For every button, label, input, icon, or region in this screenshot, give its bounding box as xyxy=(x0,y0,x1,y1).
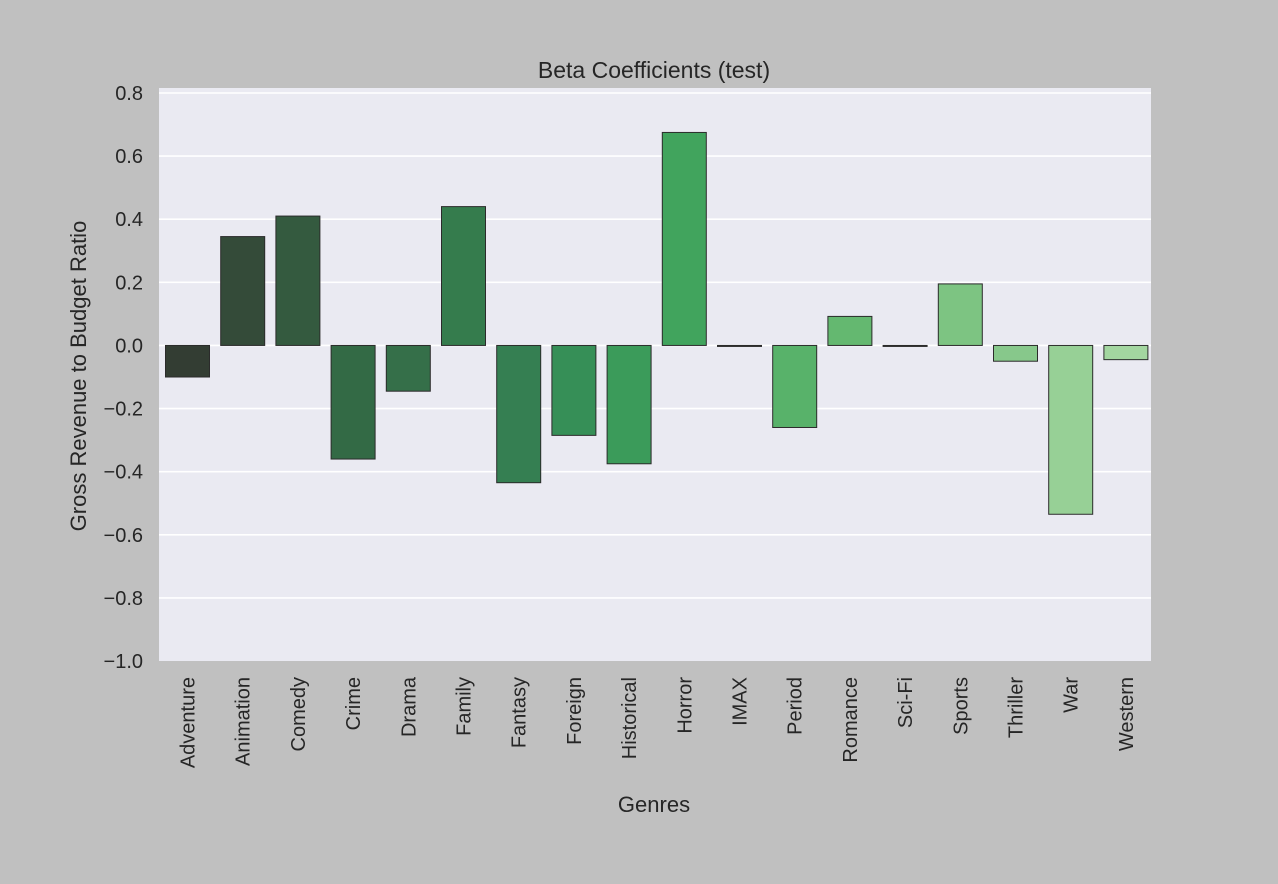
bar-imax xyxy=(717,344,762,347)
x-tick-label: Crime xyxy=(343,677,365,730)
bar-drama xyxy=(385,344,431,392)
x-tick-label: Period xyxy=(785,677,807,735)
gridlines xyxy=(159,92,1151,599)
bar-romance xyxy=(827,315,873,346)
x-tick-label: Animation xyxy=(233,677,255,766)
x-tick-label: Thriller xyxy=(1006,677,1028,738)
bar-sports xyxy=(937,283,983,346)
x-tick-label: Romance xyxy=(840,677,862,763)
bar-family xyxy=(441,206,486,346)
x-axis-title: Genres xyxy=(618,792,690,817)
y-tick-labels: 0.8 0.6 0.4 0.2 0.0 −0.2 −0.4 −0.6 −0.8 −1.0 xyxy=(104,83,143,673)
bar-crime xyxy=(330,344,376,460)
x-tick-label: Foreign xyxy=(564,677,586,745)
bar-foreign xyxy=(551,344,597,436)
y-tick-label: 0.8 xyxy=(115,83,143,105)
x-tick-label: Sports xyxy=(950,677,972,735)
y-tick-label: −0.6 xyxy=(104,525,143,547)
x-tick-label: Family xyxy=(454,677,476,736)
chart-title: Beta Coefficients (test) xyxy=(538,57,770,83)
y-tick-label: −1.0 xyxy=(104,651,143,673)
bar-adventure xyxy=(165,344,210,378)
bar-war xyxy=(1048,344,1094,515)
bar-comedy xyxy=(275,215,321,346)
bar-animation xyxy=(220,236,266,346)
y-tick-label: 0.4 xyxy=(115,209,143,231)
x-tick-label: Horror xyxy=(674,677,696,734)
y-tick-label: −0.2 xyxy=(104,399,143,421)
bar-period xyxy=(772,344,818,428)
x-tick-label: IMAX xyxy=(730,677,752,726)
y-tick-label: 0.2 xyxy=(115,272,143,294)
x-tick-label: Historical xyxy=(619,677,641,759)
bar-historical xyxy=(606,344,652,465)
y-tick-label: 0.6 xyxy=(115,146,143,168)
y-tick-label: 0.0 xyxy=(115,335,143,357)
bar-thriller xyxy=(993,344,1038,362)
bar-western xyxy=(1103,344,1149,361)
y-tick-label: −0.8 xyxy=(104,588,143,610)
x-tick-labels: Adventure Animation Comedy Crime Drama Family… xyxy=(178,676,1138,768)
plot-area xyxy=(159,88,1151,661)
bars xyxy=(165,131,1149,515)
x-tick-label: Sci-Fi xyxy=(895,677,917,728)
x-tick-label: Fantasy xyxy=(509,677,531,748)
x-tick-label: Comedy xyxy=(288,677,310,751)
x-tick-label: Adventure xyxy=(178,677,200,768)
x-tick-label: War xyxy=(1061,677,1083,713)
bar-horror xyxy=(661,131,707,346)
x-tick-label: Western xyxy=(1116,677,1138,751)
x-tick-label: Drama xyxy=(398,676,420,737)
bar-fantasy xyxy=(496,344,542,484)
bar-sci-fi xyxy=(882,344,928,347)
y-axis-title: Gross Revenue to Budget Ratio xyxy=(66,221,91,532)
y-tick-label: −0.4 xyxy=(104,462,143,484)
